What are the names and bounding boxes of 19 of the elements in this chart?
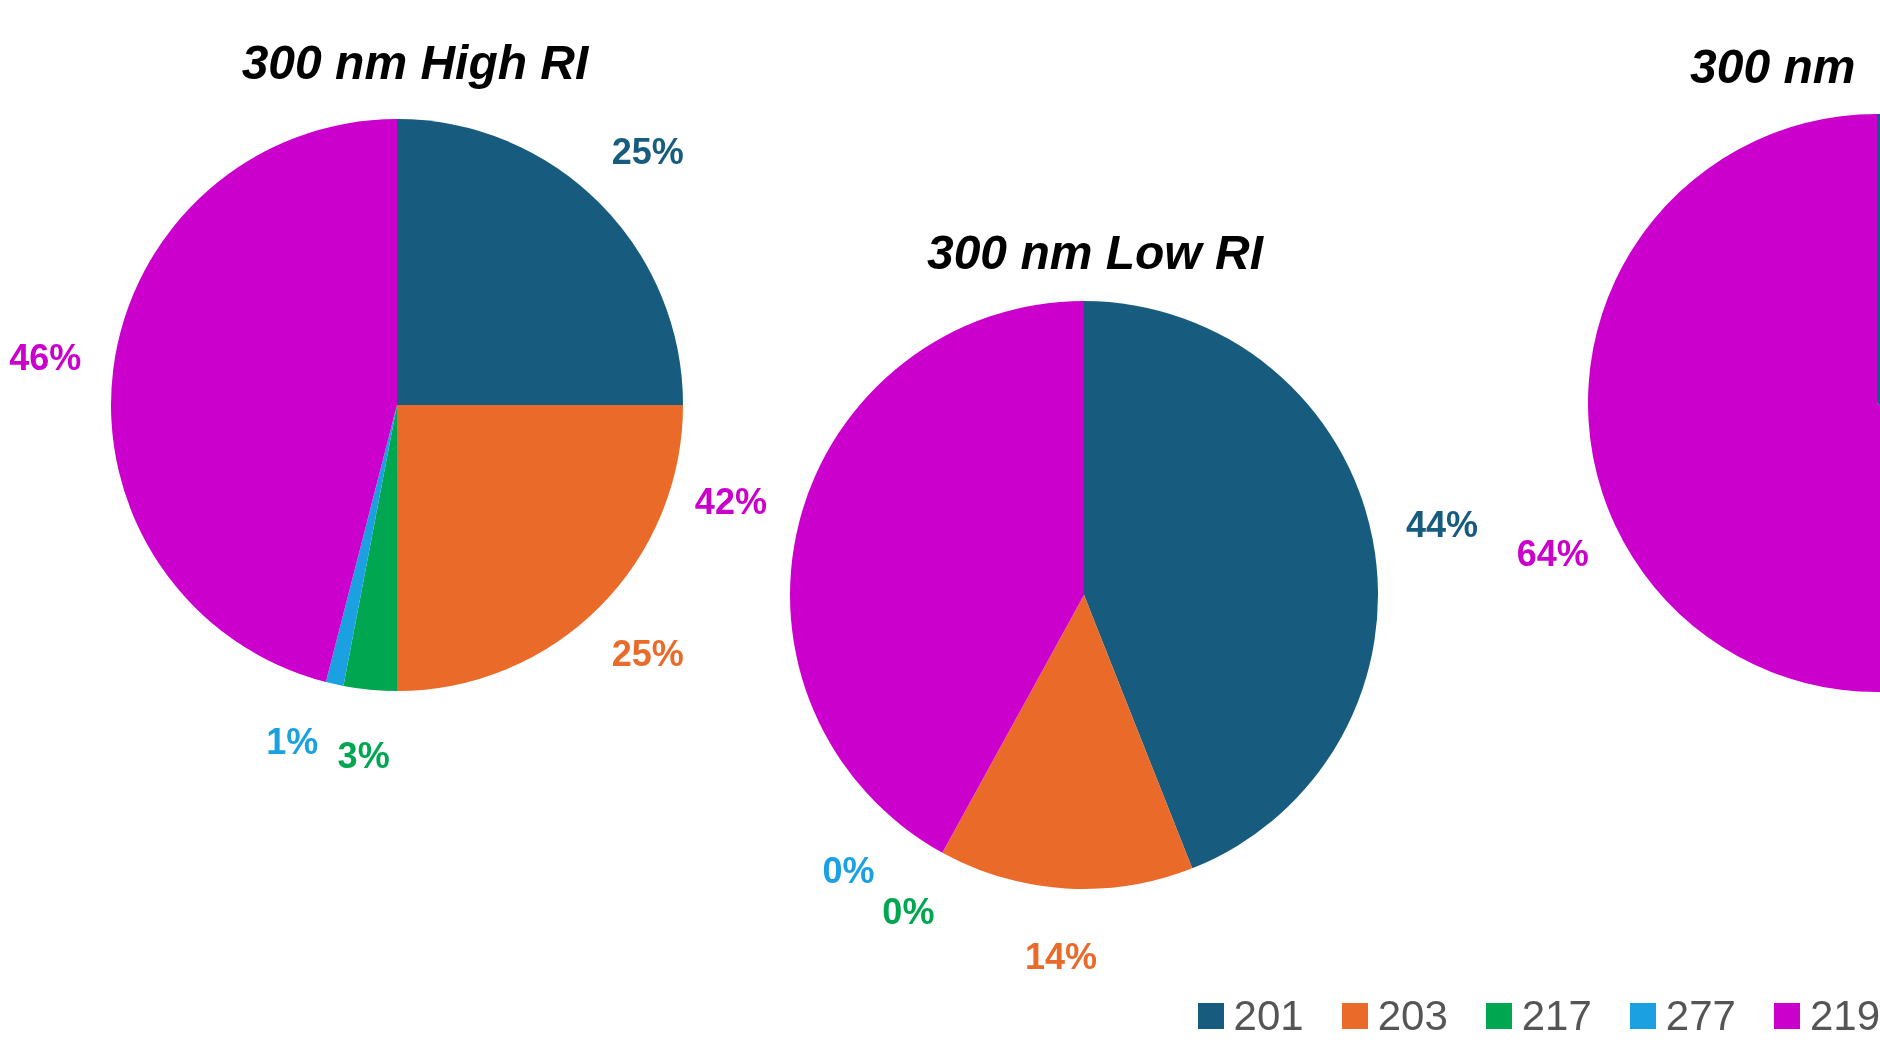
data-label: 14% xyxy=(1025,935,1098,977)
legend-label: 219 xyxy=(1809,992,1880,1040)
data-label: 44% xyxy=(1406,503,1479,545)
chart-title: 300 nm High RI xyxy=(241,35,589,90)
legend-label: 201 xyxy=(1233,992,1304,1040)
data-label: 46% xyxy=(9,337,82,379)
data-label: 1% xyxy=(266,720,319,762)
text: 0% xyxy=(822,850,875,892)
legend-label: 277 xyxy=(1665,992,1736,1040)
chart-title: 300 nm xyxy=(1690,39,1856,94)
legend-label: 203 xyxy=(1377,992,1448,1040)
data-label: 64% xyxy=(1516,532,1589,574)
legend-label: 217 xyxy=(1521,992,1592,1040)
data-label: 42% xyxy=(694,481,767,523)
chart-title: 300 nm Low RI xyxy=(926,225,1264,280)
data-label: 25% xyxy=(611,632,684,674)
data-label: 25% xyxy=(611,131,684,173)
data-label: 3% xyxy=(337,734,390,776)
text: 0% xyxy=(882,891,935,933)
